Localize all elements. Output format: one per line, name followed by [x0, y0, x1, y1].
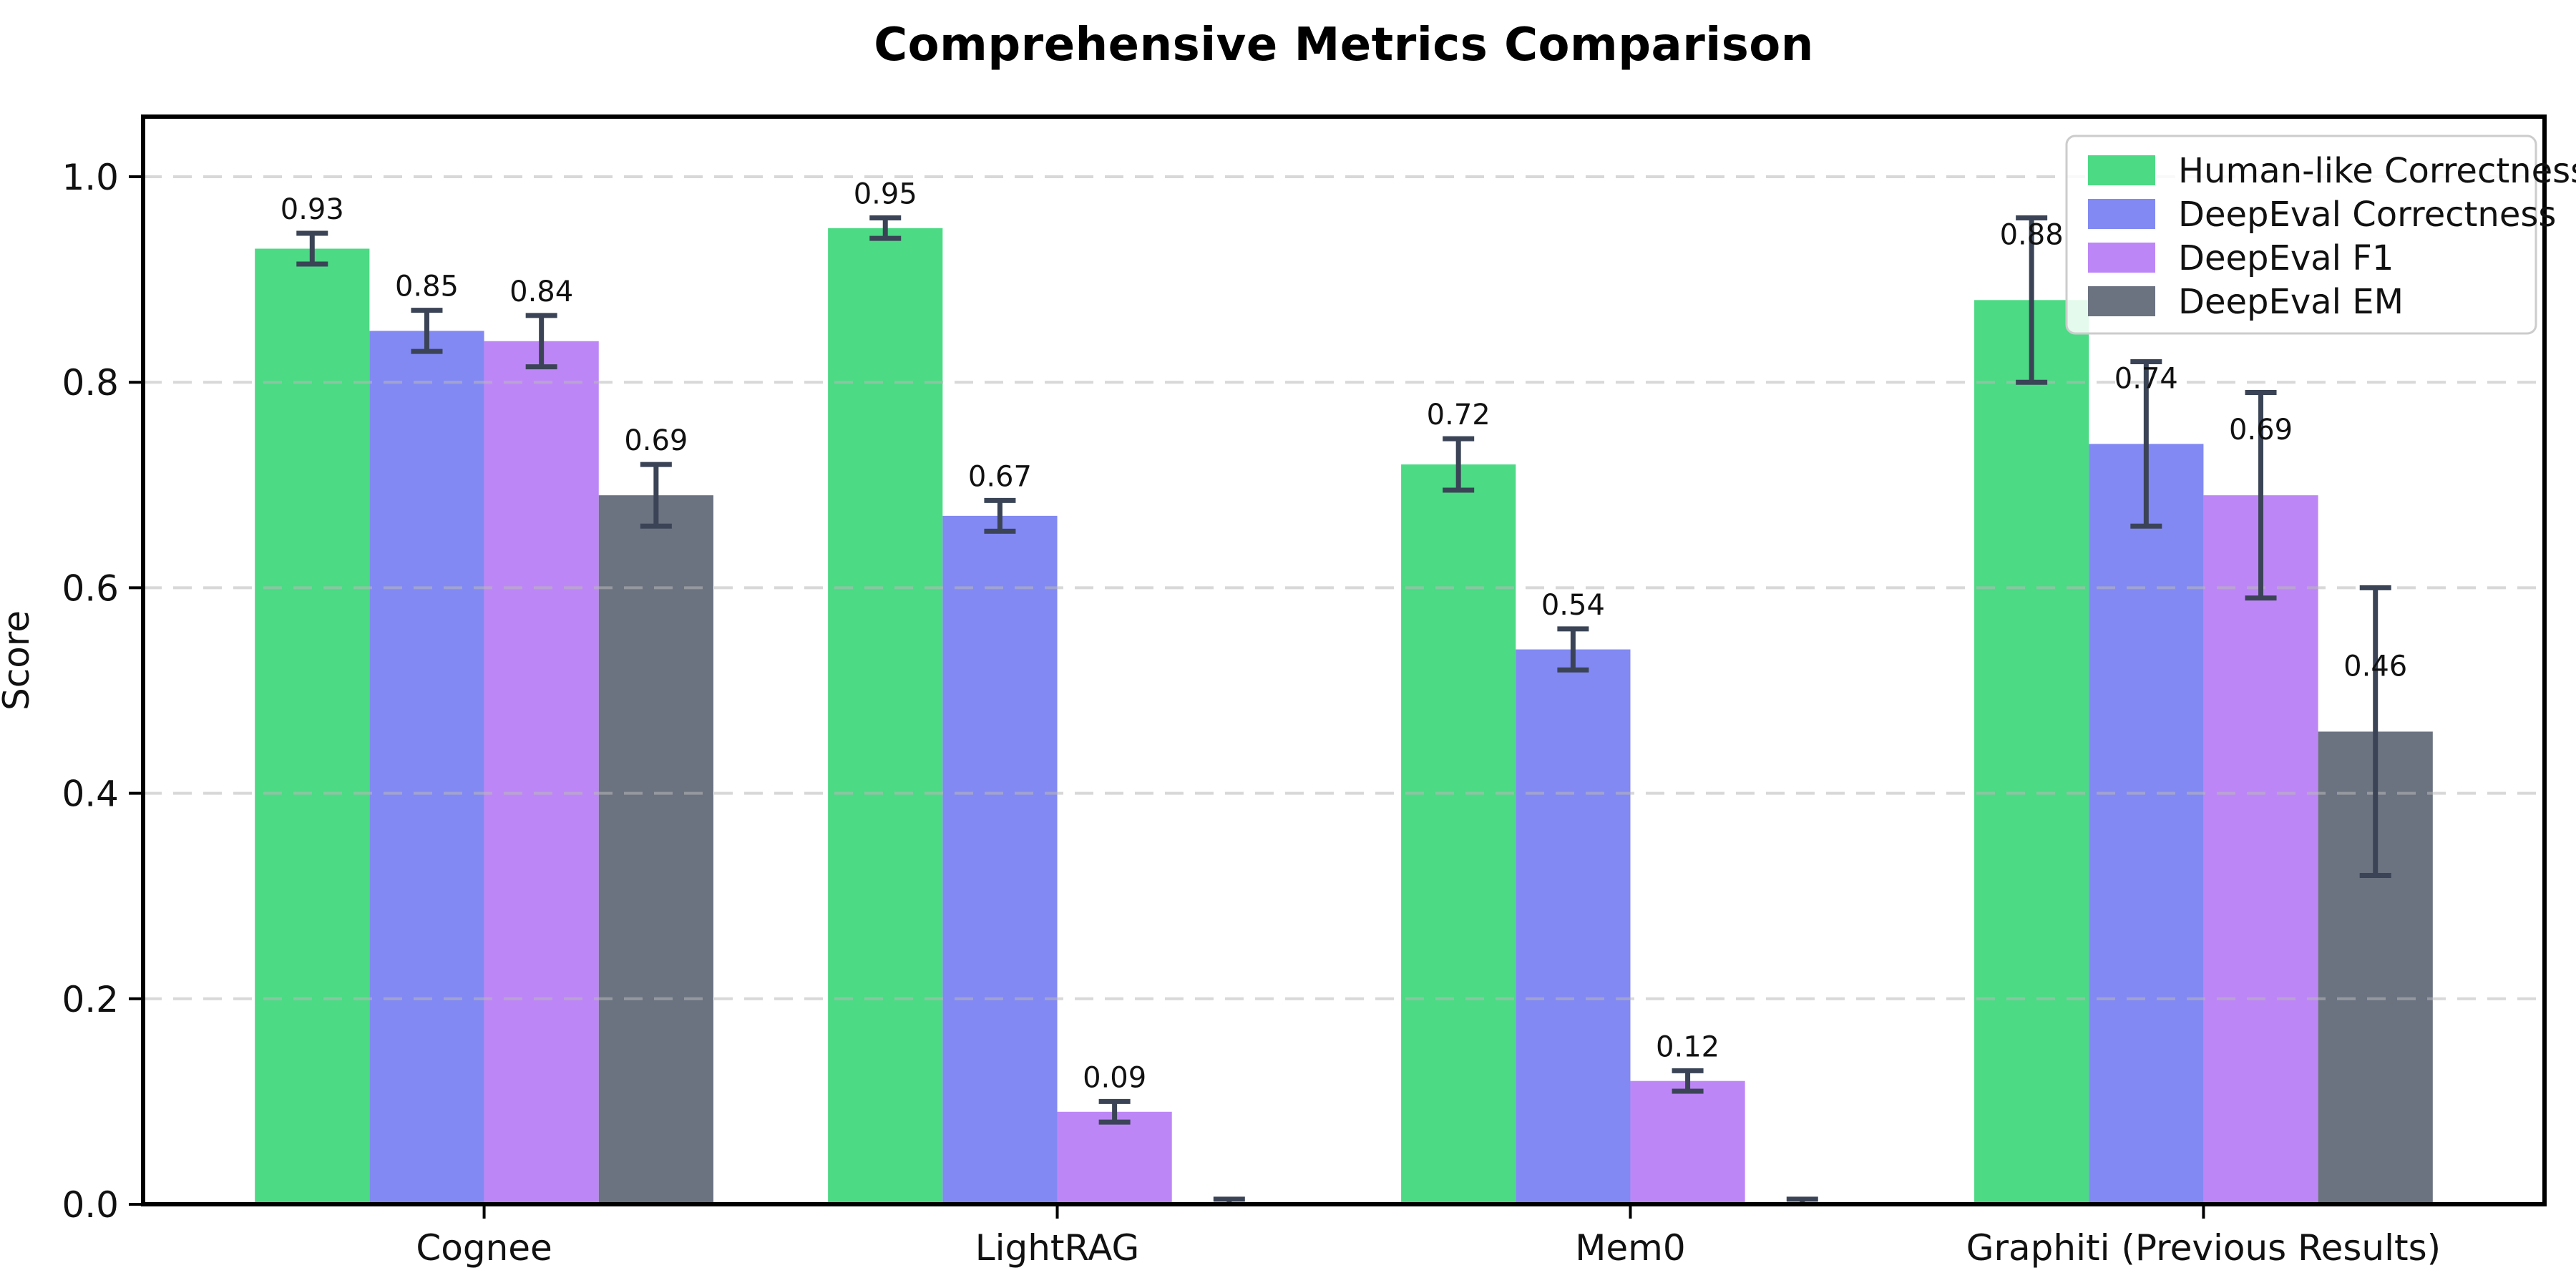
bar-series0-group1 [828, 228, 943, 1204]
x-tick-label-0: Cognee [416, 1227, 552, 1269]
x-tick-label-1: LightRAG [975, 1227, 1140, 1269]
value-label-series1-group1: 0.67 [968, 460, 1032, 493]
chart-title: Comprehensive Metrics Comparison [874, 19, 1814, 72]
bar-series1-group0 [369, 331, 484, 1204]
value-label-series2-group0: 0.84 [509, 275, 573, 308]
error-bar-series0-group2 [1443, 436, 1475, 493]
value-label-series0-group2: 0.72 [1427, 399, 1491, 431]
legend-swatch-3 [2088, 286, 2155, 316]
error-bar-series2-group2 [1672, 1068, 1704, 1094]
legend-item-1 [2088, 199, 2155, 229]
legend-box [2065, 135, 2537, 335]
value-label-series0-group3: 0.88 [2000, 218, 2064, 251]
bar-series1-group2 [1516, 649, 1631, 1204]
x-tick-label-2: Mem0 [1575, 1227, 1685, 1269]
bar-series2-group0 [484, 341, 599, 1204]
bar-series1-group1 [942, 515, 1058, 1204]
y-tick-label-0.0: 0.0 [62, 1184, 119, 1226]
error-bar-series0-group3 [2016, 215, 2048, 385]
bar-series2-group2 [1630, 1080, 1745, 1204]
error-bar-series1-group1 [984, 497, 1016, 534]
bar-series1-group3 [2089, 444, 2204, 1204]
value-label-series2-group1: 0.09 [1083, 1061, 1146, 1094]
y-tick-label-0.4: 0.4 [62, 774, 119, 815]
y-tick-label-0.6: 0.6 [62, 567, 119, 609]
error-bar-series0-group0 [296, 230, 328, 267]
error-bar-series1-group0 [411, 308, 443, 354]
value-label-series1-group0: 0.85 [395, 270, 459, 303]
bar-series3-group0 [598, 495, 713, 1204]
legend-item-2 [2088, 243, 2155, 273]
legend-item-3 [2088, 286, 2155, 316]
value-label-series3-group0: 0.69 [624, 424, 688, 457]
error-bar-series2-group1 [1098, 1098, 1131, 1125]
error-bar-series3-group0 [640, 462, 672, 529]
value-label-series2-group3: 0.69 [2229, 414, 2293, 447]
error-bar-series3-group3 [2359, 585, 2391, 878]
y-tick-label-0.8: 0.8 [62, 362, 119, 404]
legend-swatch-1 [2088, 199, 2155, 229]
error-bar-series0-group1 [869, 215, 902, 241]
legend-label-2: DeepEval F1 [2178, 238, 2394, 278]
bar-series2-group1 [1057, 1111, 1172, 1204]
y-tick-label-1.0: 1.0 [62, 157, 119, 198]
value-label-series0-group0: 0.93 [280, 193, 344, 226]
error-bar-series1-group2 [1557, 626, 1589, 673]
x-tick-label-3: Graphiti (Previous Results) [1966, 1227, 2441, 1269]
bar-series0-group2 [1401, 464, 1516, 1204]
value-label-series1-group2: 0.54 [1541, 589, 1605, 622]
legend-label-0: Human-like Correctness [2178, 151, 2576, 191]
error-bar-series2-group3 [2245, 390, 2277, 601]
value-label-series3-group3: 0.46 [2343, 650, 2407, 683]
value-label-series1-group3: 0.74 [2114, 362, 2178, 395]
error-bar-series1-group3 [2130, 358, 2162, 529]
legend-swatch-0 [2088, 155, 2155, 185]
legend-label-3: DeepEval EM [2178, 282, 2404, 322]
value-label-series0-group1: 0.95 [854, 177, 917, 210]
bar-series0-group0 [255, 248, 370, 1204]
legend-label-1: DeepEval Correctness [2178, 195, 2556, 235]
bar-series2-group3 [2203, 495, 2318, 1204]
legend-swatch-2 [2088, 243, 2155, 273]
y-tick-label-0.2: 0.2 [62, 979, 119, 1020]
error-bar-series2-group0 [525, 313, 557, 370]
axes-spines [141, 114, 2547, 1206]
legend-frame [2065, 135, 2537, 335]
value-label-series2-group2: 0.12 [1656, 1030, 1719, 1063]
legend-item-0 [2088, 155, 2155, 185]
bar-series0-group3 [1974, 300, 2089, 1204]
